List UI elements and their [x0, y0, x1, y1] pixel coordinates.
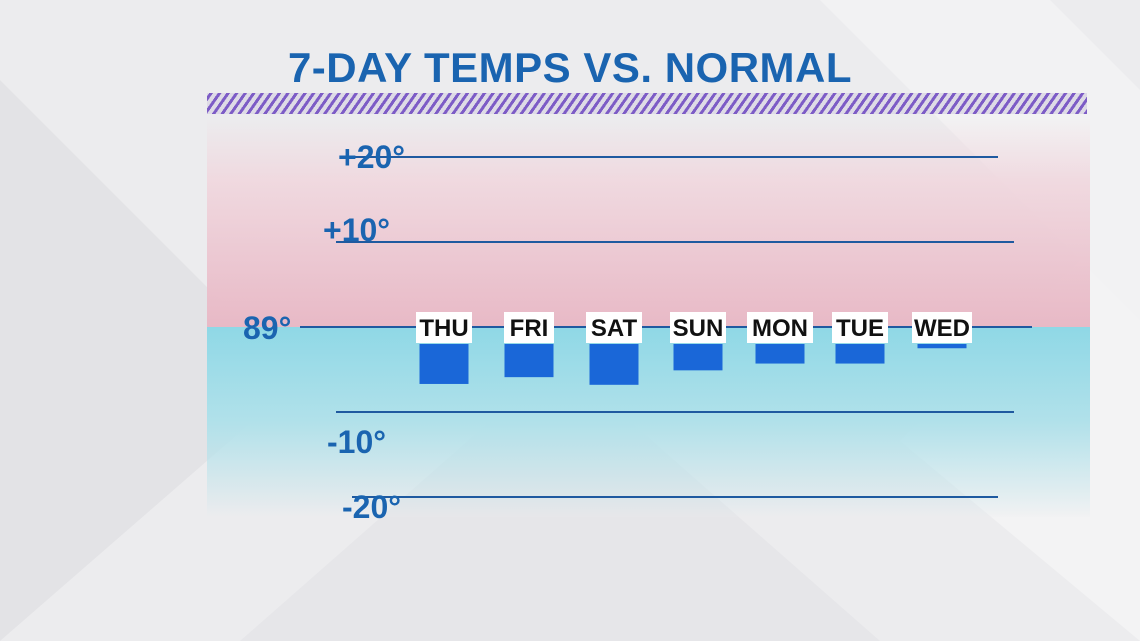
day-label-box-wed [912, 312, 972, 343]
ytick-label-minus-20: -20° [342, 489, 401, 525]
day-label-wed: WED [914, 315, 970, 342]
bar-thu [419, 344, 469, 384]
bar-tue [835, 344, 885, 364]
ytick-label-minus-10: -10° [327, 424, 386, 460]
ytick-label-plus-20: +20° [338, 139, 405, 175]
day-label-sun: SUN [673, 315, 724, 342]
bar-sun [673, 344, 723, 371]
day-labels-group: THU FRI SAT SUN MON TUE WED [416, 312, 972, 343]
day-label-box-sat [586, 312, 642, 343]
bar-sat [589, 344, 639, 385]
day-label-box-sun [670, 312, 726, 343]
day-label-box-thu [416, 312, 472, 343]
bar-wed [917, 344, 967, 349]
title-underline-hatch [207, 93, 1087, 114]
above-normal-zone [207, 118, 1090, 327]
day-label-box-fri [504, 312, 554, 343]
day-label-box-mon [747, 312, 813, 343]
day-label-fri: FRI [510, 315, 549, 342]
ytick-label-plus-10: +10° [323, 212, 390, 248]
bar-mon [755, 344, 805, 364]
chart-title: 7-DAY TEMPS VS. NORMAL [287, 44, 853, 91]
below-normal-zone [207, 327, 1090, 517]
day-label-sat: SAT [591, 315, 638, 342]
day-label-tue: TUE [836, 315, 884, 342]
day-label-mon: MON [752, 315, 808, 342]
baseline-label: 89° [243, 310, 291, 346]
day-label-thu: THU [419, 315, 468, 342]
bar-fri [504, 344, 554, 378]
bars-group [419, 344, 967, 385]
day-label-box-tue [832, 312, 888, 343]
